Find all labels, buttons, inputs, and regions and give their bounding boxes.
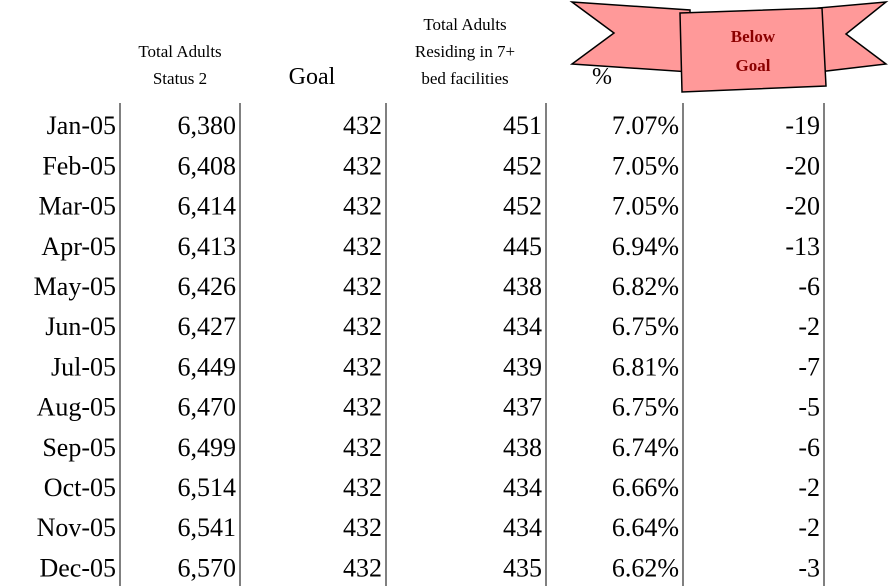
- column-header: Goal: [289, 64, 336, 90]
- row-label: Nov-05: [37, 513, 116, 542]
- cell: 6,449: [178, 352, 237, 381]
- cell: 452: [503, 151, 542, 180]
- cell: -20: [785, 192, 820, 221]
- cell: 6.64%: [612, 513, 679, 542]
- cell: 432: [343, 393, 382, 422]
- cell: -5: [798, 393, 820, 422]
- cell: -6: [798, 433, 820, 462]
- cell: 6,499: [178, 433, 237, 462]
- row-label: Feb-05: [42, 151, 116, 180]
- cell: 451: [503, 111, 542, 140]
- cell: 452: [503, 192, 542, 221]
- cell: -20: [785, 151, 820, 180]
- column-header: Total Adults: [423, 15, 506, 34]
- cell: 6,570: [178, 553, 237, 582]
- cell: 7.05%: [612, 192, 679, 221]
- cell: -7: [798, 352, 820, 381]
- cell: -2: [798, 473, 820, 502]
- cell: 6.75%: [612, 393, 679, 422]
- cell: 6.82%: [612, 272, 679, 301]
- banner-text: Below: [731, 27, 776, 46]
- cell: 6,414: [178, 192, 237, 221]
- cell: 432: [343, 192, 382, 221]
- banner-text: Goal: [736, 56, 771, 75]
- row-label: Mar-05: [39, 192, 116, 221]
- cell: 432: [343, 312, 382, 341]
- cell: 6,470: [178, 393, 237, 422]
- cell: -2: [798, 513, 820, 542]
- cell: 438: [503, 272, 542, 301]
- row-label: Apr-05: [41, 232, 116, 261]
- cell: 6,427: [178, 312, 237, 341]
- cell: 432: [343, 111, 382, 140]
- row-label: Oct-05: [44, 473, 116, 502]
- cell: 432: [343, 232, 382, 261]
- cell: -6: [798, 272, 820, 301]
- page: {"header":{"columns":[["Total Adults","S…: [0, 0, 889, 586]
- banner-center: [680, 8, 826, 92]
- cell: 432: [343, 151, 382, 180]
- cell: 6.62%: [612, 553, 679, 582]
- cell: 432: [343, 553, 382, 582]
- cell: 432: [343, 352, 382, 381]
- cell: 432: [343, 272, 382, 301]
- cell: 7.05%: [612, 151, 679, 180]
- cell: 435: [503, 553, 542, 582]
- cell: -2: [798, 312, 820, 341]
- cell: 6.74%: [612, 433, 679, 462]
- column-header: %: [592, 64, 612, 90]
- cell: 6,413: [178, 232, 237, 261]
- cell: 434: [503, 473, 542, 502]
- row-label: Jul-05: [51, 352, 116, 381]
- cell: 6.81%: [612, 352, 679, 381]
- cell: 434: [503, 312, 542, 341]
- cell: 6.94%: [612, 232, 679, 261]
- cell: 445: [503, 232, 542, 261]
- cell: 432: [343, 473, 382, 502]
- column-header: bed facilities: [421, 69, 508, 88]
- row-label: Jan-05: [47, 111, 116, 140]
- cell: 432: [343, 433, 382, 462]
- cell: 6,426: [178, 272, 237, 301]
- cell: 432: [343, 513, 382, 542]
- cell: 6,380: [178, 111, 237, 140]
- cell: -19: [785, 111, 820, 140]
- column-header: Status 2: [153, 69, 207, 88]
- row-label: Sep-05: [42, 433, 116, 462]
- cell: 439: [503, 352, 542, 381]
- banner-left-wing: [572, 2, 690, 72]
- cell: 6,541: [178, 513, 237, 542]
- sheet: Below Goal Total Adults Status 2 Goal Total…: [0, 0, 889, 586]
- banner: [572, 2, 886, 92]
- row-label: Aug-05: [37, 393, 116, 422]
- cell: 7.07%: [612, 111, 679, 140]
- cell: 6,514: [178, 473, 237, 502]
- column-header: Residing in 7+: [415, 42, 515, 61]
- column-header: Total Adults: [138, 42, 221, 61]
- cell: -13: [785, 232, 820, 261]
- row-label: Jun-05: [45, 312, 116, 341]
- cell: 437: [503, 393, 542, 422]
- cell: 6,408: [178, 151, 237, 180]
- cell: 434: [503, 513, 542, 542]
- cell: 6.75%: [612, 312, 679, 341]
- row-label: Dec-05: [39, 553, 116, 582]
- cell: -3: [798, 553, 820, 582]
- cell: 6.66%: [612, 473, 679, 502]
- banner-right-wing: [818, 2, 886, 72]
- cell: 438: [503, 433, 542, 462]
- row-label: May-05: [34, 272, 116, 301]
